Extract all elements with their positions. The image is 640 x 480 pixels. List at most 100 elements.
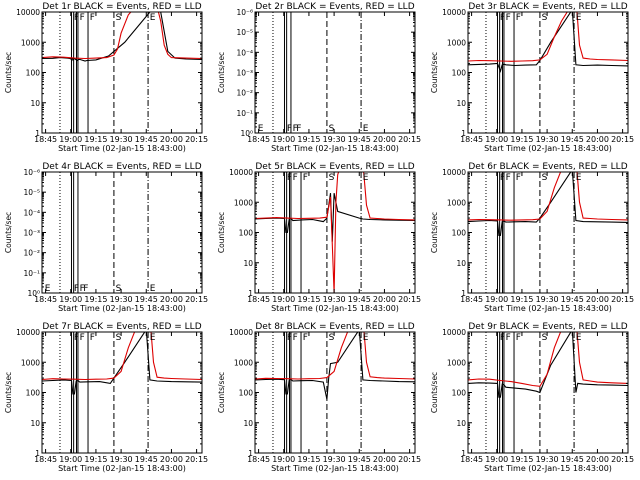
x-tick-label: 20:00 <box>586 455 609 464</box>
y-axis-label: Counts/sec <box>4 372 13 413</box>
plot-frame <box>467 171 629 294</box>
x-axis-label: Start Time (02-Jan-15 18:43:00) <box>271 304 399 313</box>
y-tick-label: 10⁻⁵ <box>23 188 40 197</box>
event-flag-label: F <box>287 124 292 134</box>
y-tick-label: 1000 <box>21 38 40 47</box>
y-tick-label: 10 <box>243 419 253 428</box>
y-tick-label: 10000 <box>229 328 253 337</box>
chart-title: Det 3r BLACK = Events, RED = LLD <box>468 2 627 12</box>
event-flag-label: F <box>287 173 292 183</box>
y-tick-label: 100 <box>239 229 254 238</box>
x-tick-label: 19:45 <box>561 295 584 304</box>
event-flag-label: F <box>516 13 521 23</box>
x-tick-label: 19:30 <box>536 135 559 144</box>
y-tick-label: 10⁻³ <box>23 229 40 238</box>
series-lld-line <box>255 172 415 293</box>
x-axis-label: Start Time (02-Jan-15 18:43:00) <box>484 304 612 313</box>
series-events-line <box>255 192 415 242</box>
event-flag-label: F <box>74 284 79 294</box>
y-axis-label: Counts/sec <box>430 52 439 93</box>
x-tick-label: 20:15 <box>185 295 208 304</box>
x-tick-label: 19:45 <box>348 135 371 144</box>
x-tick-label: 19:15 <box>510 455 533 464</box>
x-axis-label: Start Time (02-Jan-15 18:43:00) <box>58 144 186 153</box>
y-tick-label: 10⁻⁴ <box>23 208 40 217</box>
x-tick-label: 20:00 <box>160 455 183 464</box>
x-axis-label: Start Time (02-Jan-15 18:43:00) <box>58 304 186 313</box>
x-tick-label: 20:00 <box>373 135 396 144</box>
x-tick-label: 19:00 <box>272 135 295 144</box>
y-axis-label: Counts/sec <box>4 212 13 253</box>
series-lld-line <box>255 332 415 380</box>
y-tick-label: 10 <box>456 419 466 428</box>
y-tick-label: 10 <box>30 419 40 428</box>
event-flag-label: F <box>74 333 79 343</box>
event-flag-label: F <box>80 284 85 294</box>
event-flag-label: E <box>363 333 369 343</box>
x-tick-label: 20:00 <box>586 295 609 304</box>
event-flag-label: E <box>258 124 264 134</box>
y-tick-label: 1 <box>35 449 40 458</box>
x-tick-label: 19:15 <box>510 295 533 304</box>
x-axis-label: Start Time (02-Jan-15 18:43:00) <box>484 144 612 153</box>
event-flag-label: F <box>506 13 511 23</box>
x-tick-label: 20:15 <box>398 295 421 304</box>
y-axis-label: Counts/sec <box>430 372 439 413</box>
chart-title: Det 4r BLACK = Events, RED = LLD <box>42 162 201 172</box>
x-tick-label: 19:15 <box>510 135 533 144</box>
x-tick-label: 19:30 <box>110 135 133 144</box>
y-tick-label: 10 <box>456 99 466 108</box>
event-flag-label: F <box>500 333 505 343</box>
event-flag-label: E <box>363 124 369 134</box>
x-tick-label: 19:15 <box>84 455 107 464</box>
y-tick-label: 1 <box>248 289 253 298</box>
y-tick-label: 1 <box>461 449 466 458</box>
event-flag-label: F <box>506 173 511 183</box>
x-axis-label: Start Time (02-Jan-15 18:43:00) <box>484 464 612 473</box>
x-tick-label: 20:00 <box>373 295 396 304</box>
y-tick-label: 10 <box>456 259 466 268</box>
event-flag-label: E <box>576 13 582 23</box>
x-tick-label: 19:30 <box>110 455 133 464</box>
y-tick-label: 10⁻² <box>236 89 253 98</box>
y-tick-label: 1000 <box>447 38 466 47</box>
x-tick-label: 19:00 <box>272 295 295 304</box>
y-tick-label: 10⁻⁴ <box>236 48 253 57</box>
plot-frame <box>467 331 629 454</box>
plot-frame <box>467 11 629 134</box>
event-flag-label: S <box>542 13 548 23</box>
series-lld-line <box>42 332 202 381</box>
y-axis-label: Counts/sec <box>430 212 439 253</box>
event-flag-label: E <box>45 284 51 294</box>
y-tick-label: 10⁻³ <box>236 69 253 78</box>
x-tick-label: 18:45 <box>34 455 57 464</box>
y-tick-label: 100 <box>452 389 467 398</box>
series-events-line <box>42 332 202 395</box>
x-tick-label: 20:15 <box>611 135 634 144</box>
x-tick-label: 20:00 <box>373 455 396 464</box>
event-flag-label: E <box>576 333 582 343</box>
y-tick-label: 10⁻¹ <box>23 269 40 278</box>
chart-title: Det 5r BLACK = Events, RED = LLD <box>255 162 414 172</box>
plot-frame <box>254 331 416 454</box>
y-tick-label: 1000 <box>447 198 466 207</box>
event-flag-label: S <box>116 13 122 23</box>
plot-area: E F FF S E <box>45 172 156 294</box>
y-tick-label: 10⁰ <box>27 289 40 298</box>
x-tick-label: 19:45 <box>348 295 371 304</box>
series-events-line <box>42 12 202 62</box>
y-tick-label: 10000 <box>16 8 40 17</box>
event-flag-label: F <box>74 13 79 23</box>
x-tick-label: 19:45 <box>135 135 158 144</box>
